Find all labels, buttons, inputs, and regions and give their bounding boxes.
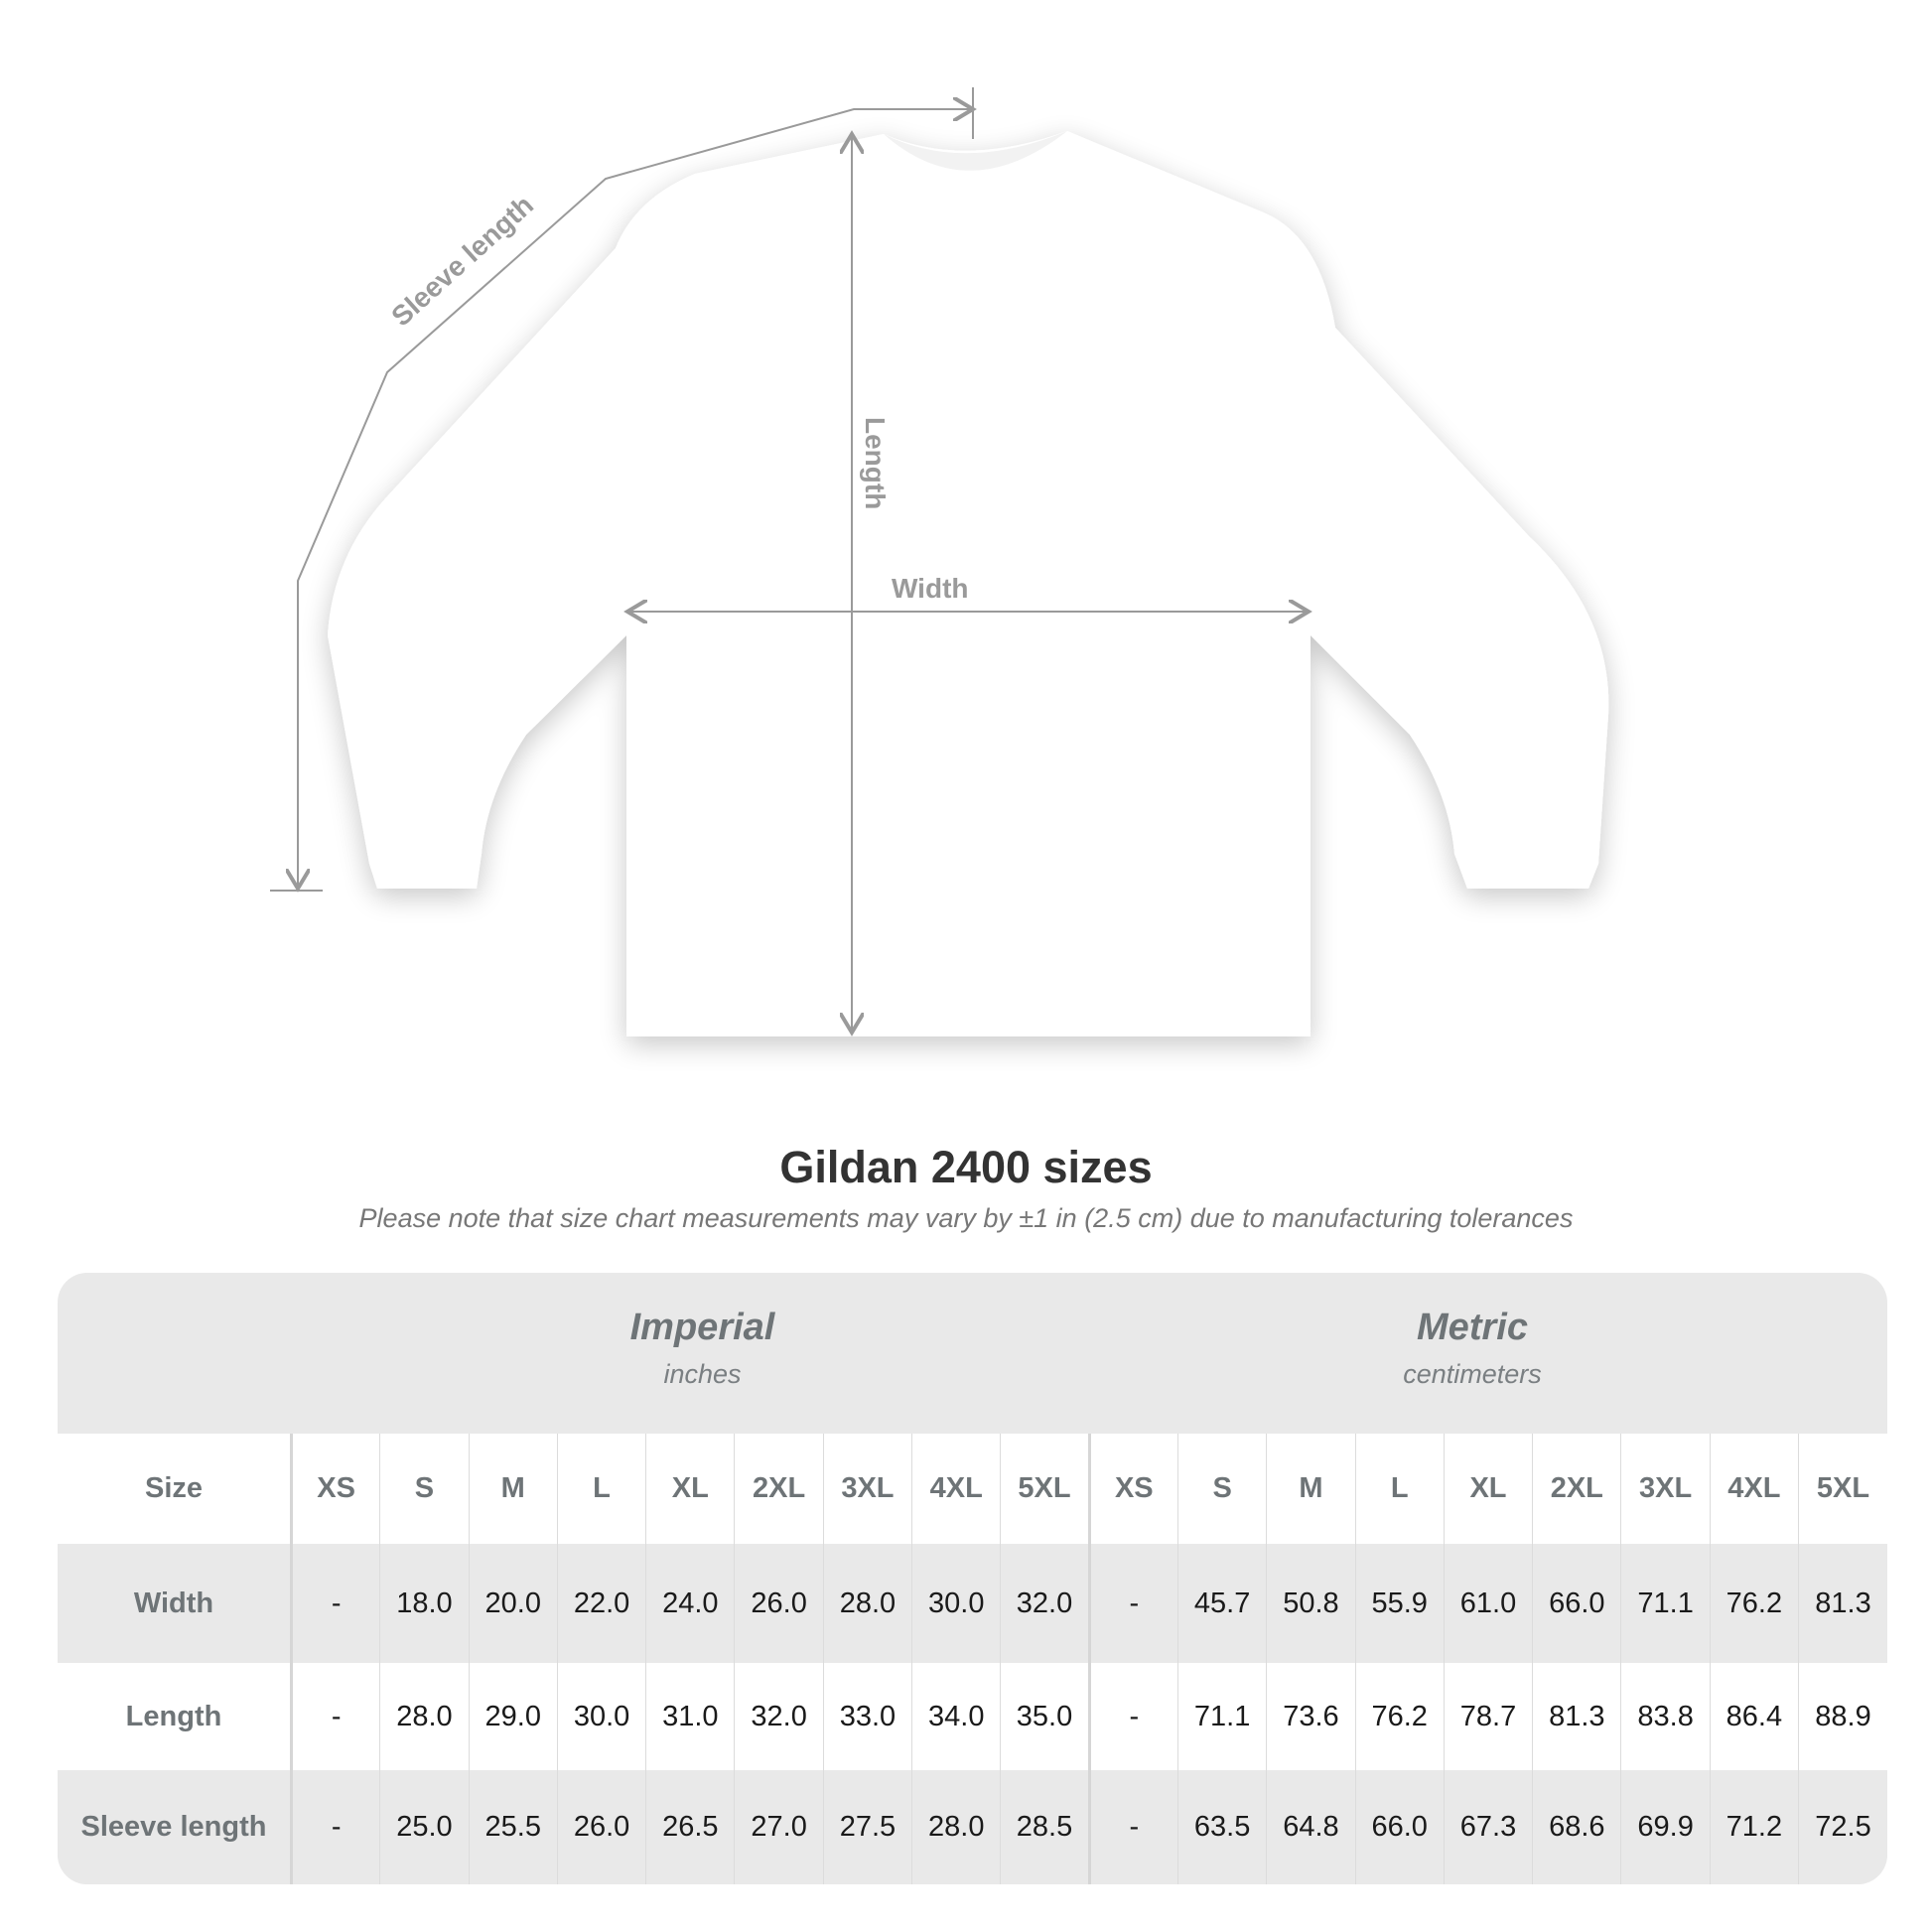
shirt-diagram: Sleeve length Length Width — [270, 87, 1609, 1036]
cell-metric: 86.4 — [1709, 1663, 1799, 1770]
metric-header: Metric centimeters — [1057, 1273, 1887, 1434]
cell-metric: 71.1 — [1620, 1544, 1711, 1663]
cell-imperial: 27.0 — [734, 1770, 824, 1884]
cell-imperial: 29.0 — [468, 1663, 558, 1770]
size-header-metric: 5XL — [1798, 1434, 1887, 1544]
cell-metric: 81.3 — [1798, 1544, 1887, 1663]
cell-imperial: 26.5 — [645, 1770, 735, 1884]
cell-metric: - — [1087, 1770, 1178, 1884]
size-header-imperial: 4XL — [911, 1434, 1001, 1544]
size-label: Size — [58, 1434, 293, 1544]
size-header-metric: 4XL — [1709, 1434, 1799, 1544]
size-header-metric: XS — [1087, 1434, 1178, 1544]
size-header-imperial: 2XL — [734, 1434, 824, 1544]
page-title: Gildan 2400 sizes — [779, 1142, 1153, 1192]
size-header-metric: 3XL — [1620, 1434, 1711, 1544]
cell-metric: 50.8 — [1266, 1544, 1356, 1663]
cell-imperial: 22.0 — [556, 1544, 646, 1663]
cell-imperial: 18.0 — [379, 1544, 470, 1663]
cell-imperial: - — [290, 1770, 380, 1884]
metric-title: Metric — [1417, 1307, 1528, 1348]
cell-imperial: - — [290, 1663, 380, 1770]
cell-imperial: 26.0 — [556, 1770, 646, 1884]
cell-imperial: 35.0 — [1000, 1663, 1090, 1770]
size-header-metric: 2XL — [1532, 1434, 1621, 1544]
cell-metric: - — [1087, 1663, 1178, 1770]
cell-metric: 63.5 — [1176, 1770, 1267, 1884]
cell-metric: 78.7 — [1443, 1663, 1533, 1770]
metric-unit: centimeters — [1403, 1359, 1542, 1389]
cell-imperial: 24.0 — [645, 1544, 735, 1663]
cell-metric: 45.7 — [1176, 1544, 1267, 1663]
size-header-metric: M — [1266, 1434, 1356, 1544]
cell-metric: 76.2 — [1709, 1544, 1799, 1663]
row-label: Sleeve length — [58, 1770, 293, 1884]
cell-metric: 69.9 — [1620, 1770, 1711, 1884]
imperial-header: Imperial inches — [347, 1273, 1057, 1434]
cell-imperial: 31.0 — [645, 1663, 735, 1770]
cell-imperial: 32.0 — [734, 1663, 824, 1770]
size-header-metric: XL — [1443, 1434, 1533, 1544]
cell-metric: 72.5 — [1798, 1770, 1887, 1884]
cell-imperial: 28.0 — [911, 1770, 1001, 1884]
cell-imperial: 28.0 — [379, 1663, 470, 1770]
cell-imperial: 28.0 — [822, 1544, 912, 1663]
table-header-row: Size XS S M L XL 2XL 3XL 4XL 5XL XS S M L XL 2XL 3XL 4XL 5… — [58, 1434, 1887, 1544]
cell-imperial: 25.0 — [379, 1770, 470, 1884]
cell-metric: 68.6 — [1532, 1770, 1621, 1884]
cell-imperial: 27.5 — [822, 1770, 912, 1884]
cell-metric: 66.0 — [1532, 1544, 1621, 1663]
size-header-imperial: M — [468, 1434, 558, 1544]
cell-imperial: 32.0 — [1000, 1544, 1090, 1663]
size-header-imperial: XS — [290, 1434, 380, 1544]
length-label: Length — [860, 417, 891, 509]
cell-imperial: - — [290, 1544, 380, 1663]
size-header-imperial: L — [556, 1434, 646, 1544]
cell-metric: 66.0 — [1354, 1770, 1445, 1884]
cell-metric: 73.6 — [1266, 1663, 1356, 1770]
imperial-unit: inches — [663, 1359, 742, 1389]
size-header-imperial: 3XL — [822, 1434, 912, 1544]
size-grid: Size XS S M L XL 2XL 3XL 4XL 5XL XS S M L XL 2XL 3XL 4XL 5… — [58, 1434, 1887, 1884]
cell-imperial: 34.0 — [911, 1663, 1001, 1770]
table-row: Length -28.0 29.0 30.0 31.0 32.0 33.0 34.0 35.0-… — [58, 1663, 1887, 1770]
cell-imperial: 20.0 — [468, 1544, 558, 1663]
cell-metric: 81.3 — [1532, 1663, 1621, 1770]
cell-imperial: 26.0 — [734, 1544, 824, 1663]
sleeve-length-measure — [270, 87, 973, 891]
cell-metric: 71.2 — [1709, 1770, 1799, 1884]
sleeve-length-label: Sleeve length — [385, 190, 539, 333]
row-label: Length — [58, 1663, 293, 1770]
cell-imperial: 28.5 — [1000, 1770, 1090, 1884]
cell-metric: 55.9 — [1354, 1544, 1445, 1663]
cell-metric: 67.3 — [1443, 1770, 1533, 1884]
cell-metric: 83.8 — [1620, 1663, 1711, 1770]
size-header-imperial: XL — [645, 1434, 735, 1544]
table-row: Sleeve length -25.0 25.5 26.0 26.5 27.0 27.5 28… — [58, 1770, 1887, 1884]
width-label: Width — [892, 573, 969, 604]
row-label: Width — [58, 1544, 293, 1663]
size-header-metric: S — [1176, 1434, 1267, 1544]
cell-metric: 71.1 — [1176, 1663, 1267, 1770]
cell-imperial: 33.0 — [822, 1663, 912, 1770]
size-header-metric: L — [1354, 1434, 1445, 1544]
imperial-title: Imperial — [629, 1307, 775, 1348]
cell-metric: 61.0 — [1443, 1544, 1533, 1663]
cell-metric: 76.2 — [1354, 1663, 1445, 1770]
size-header-imperial: S — [379, 1434, 470, 1544]
tolerance-note: Please note that size chart measurements… — [358, 1203, 1574, 1233]
cell-imperial: 25.5 — [468, 1770, 558, 1884]
cell-metric: 64.8 — [1266, 1770, 1356, 1884]
cell-imperial: 30.0 — [911, 1544, 1001, 1663]
size-table: Imperial inches Metric centimeters Size X… — [58, 1273, 1887, 1884]
cell-imperial: 30.0 — [556, 1663, 646, 1770]
cell-metric: - — [1087, 1544, 1178, 1663]
table-row: Width -18.0 20.0 22.0 24.0 26.0 28.0 30.0 32.0-4… — [58, 1544, 1887, 1663]
size-header-imperial: 5XL — [1000, 1434, 1090, 1544]
cell-metric: 88.9 — [1798, 1663, 1887, 1770]
